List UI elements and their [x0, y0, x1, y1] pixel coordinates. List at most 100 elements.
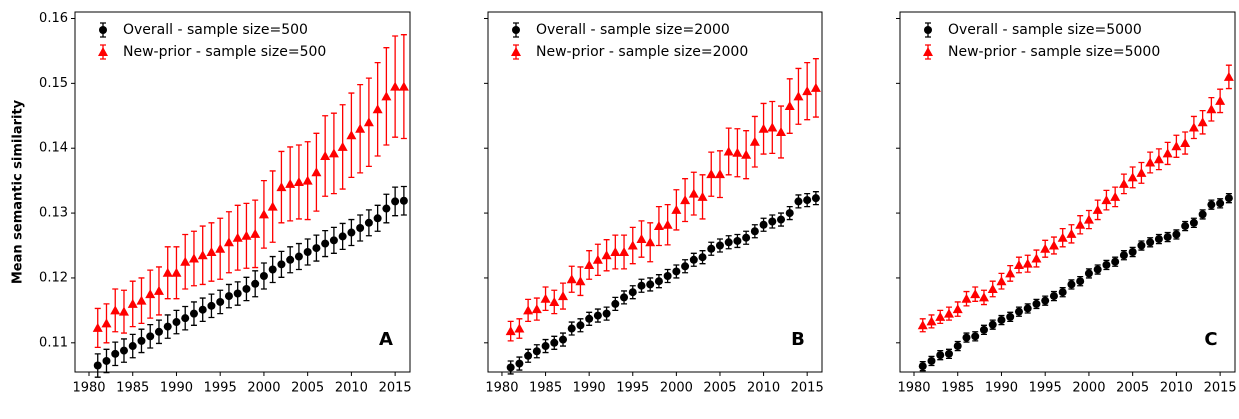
x-tick-label: 1995	[1029, 381, 1062, 396]
marker-triangle	[302, 175, 313, 185]
marker-circle	[576, 321, 585, 330]
y-tick-label: 0.13	[39, 206, 68, 221]
marker-triangle	[98, 47, 108, 56]
marker-circle	[962, 333, 971, 342]
marker-circle	[373, 214, 382, 223]
marker-triangle	[531, 304, 542, 314]
marker-circle	[663, 272, 672, 280]
marker-circle	[391, 197, 400, 206]
marker-circle	[216, 297, 225, 306]
marker-circle	[794, 197, 803, 206]
marker-circle	[312, 244, 321, 253]
x-tick-label: 1985	[529, 381, 562, 396]
marker-circle	[924, 26, 932, 34]
marker-circle	[979, 325, 988, 334]
marker-triangle	[575, 276, 586, 286]
marker-circle	[1146, 238, 1155, 247]
marker-triangle	[1145, 157, 1156, 167]
marker-circle	[111, 349, 120, 358]
marker-circle	[681, 262, 690, 271]
x-tick-label: 2005	[291, 381, 324, 396]
marker-triangle	[627, 240, 638, 250]
marker-circle	[628, 288, 637, 297]
marker-triangle	[723, 146, 734, 156]
marker-triangle	[601, 250, 612, 260]
x-tick-label: 1990	[985, 381, 1018, 396]
marker-triangle	[549, 296, 560, 306]
marker-triangle	[1118, 178, 1129, 188]
marker-triangle	[557, 291, 568, 301]
marker-triangle	[688, 188, 699, 198]
y-tick-label: 0.16	[39, 11, 68, 26]
marker-triangle	[101, 318, 112, 328]
marker-triangle	[802, 86, 813, 96]
marker-circle	[364, 218, 373, 227]
marker-triangle	[153, 285, 164, 295]
marker-triangle	[662, 219, 673, 229]
marker-triangle	[1110, 191, 1121, 201]
marker-triangle	[180, 256, 191, 266]
marker-triangle	[355, 123, 366, 133]
marker-circle	[1058, 288, 1067, 297]
marker-circle	[620, 293, 629, 302]
marker-triangle	[320, 151, 331, 160]
marker-circle	[777, 215, 786, 224]
marker-circle	[637, 281, 646, 290]
marker-circle	[1198, 210, 1207, 219]
marker-triangle	[381, 91, 392, 101]
marker-circle	[119, 346, 128, 355]
x-tick-label: 2005	[1116, 381, 1149, 396]
marker-triangle	[1180, 138, 1191, 148]
marker-triangle	[584, 259, 595, 269]
marker-circle	[146, 332, 155, 341]
marker-triangle	[232, 232, 243, 242]
marker-triangle	[1162, 148, 1173, 158]
marker-triangle	[1136, 167, 1147, 177]
x-tick-label: 1985	[941, 381, 974, 396]
marker-circle	[294, 252, 303, 261]
legend-label: Overall - sample size=500	[123, 22, 308, 38]
marker-circle	[742, 233, 751, 242]
marker-circle	[707, 244, 716, 253]
marker-triangle	[1206, 104, 1217, 114]
marker-triangle	[741, 149, 752, 159]
x-tick-label: 1985	[116, 381, 149, 396]
marker-circle	[154, 327, 163, 336]
marker-triangle	[970, 289, 981, 299]
marker-triangle	[749, 136, 760, 146]
marker-circle	[593, 311, 602, 320]
marker-circle	[1181, 222, 1190, 231]
marker-circle	[242, 284, 251, 293]
marker-triangle	[206, 247, 217, 256]
marker-circle	[532, 347, 541, 356]
marker-circle	[953, 342, 962, 351]
marker-circle	[1111, 257, 1120, 266]
marker-circle	[268, 265, 277, 274]
legend-label: New-prior - sample size=5000	[948, 44, 1160, 60]
marker-triangle	[1223, 71, 1234, 81]
marker-circle	[550, 338, 559, 347]
marker-triangle	[1197, 117, 1208, 127]
marker-circle	[128, 342, 137, 351]
marker-circle	[724, 238, 733, 247]
marker-triangle	[793, 91, 804, 101]
marker-circle	[811, 194, 820, 203]
marker-circle	[163, 322, 172, 331]
marker-circle	[321, 239, 330, 248]
marker-circle	[382, 204, 391, 213]
marker-circle	[189, 309, 198, 318]
marker-circle	[1224, 194, 1233, 203]
marker-triangle	[636, 234, 647, 244]
marker-triangle	[337, 141, 348, 151]
marker-triangle	[311, 167, 322, 177]
plot-frame	[74, 11, 411, 373]
marker-circle	[1154, 235, 1163, 244]
marker-triangle	[241, 230, 252, 240]
marker-triangle	[566, 274, 577, 284]
marker-triangle	[363, 117, 374, 127]
x-tick-label: 2015	[791, 381, 824, 396]
y-tick-label: 0.14	[39, 141, 68, 156]
y-axis-label: Mean semantic similarity	[11, 99, 26, 284]
x-tick-label: 2015	[379, 381, 412, 396]
marker-triangle	[523, 305, 534, 315]
